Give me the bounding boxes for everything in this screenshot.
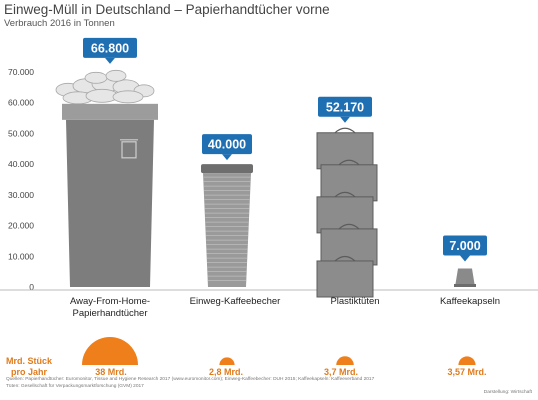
pieces-per-year-label-line2: pro Jahr — [10, 367, 47, 377]
value-badge-box — [443, 235, 487, 256]
bar-coffee-capsules — [454, 268, 476, 287]
bar-paper-towels — [55, 69, 158, 287]
pieces-value-coffee-cups: 2,8 Mrd. — [208, 367, 243, 377]
pieces-per-year-label: Mrd. Stück pro Jahr — [4, 356, 54, 378]
source-line-2: Tüten: Gesellschaft für Verpackungsmarkt… — [6, 383, 144, 389]
pieces-value-plastic-bags: 3,7 Mrd. — [323, 367, 358, 377]
y-tick-label: 50.000 — [8, 128, 34, 138]
plastic-bag — [320, 228, 378, 266]
bar-plastic-bags — [316, 127, 378, 298]
pieces-value-coffee-capsules: 3,57 Mrd. — [447, 367, 487, 377]
y-tick-label: 20.000 — [8, 221, 34, 231]
pieces-semicircle-coffee-capsules — [458, 356, 476, 365]
plastic-bag-handle — [334, 191, 356, 198]
plastic-bag-handle — [338, 159, 360, 166]
plastic-bag — [316, 196, 374, 234]
plastic-bag-handle — [334, 127, 356, 134]
source-note: Quellen: Papierhandtücher: Euromonitor, … — [6, 377, 374, 390]
chart-subtitle: Verbrauch 2016 in Tonnen — [4, 18, 115, 29]
credit-note: Darstellung: Wirtschaft — [483, 390, 532, 395]
category-label-coffee-cups: Einweg-Kaffeebecher — [189, 296, 281, 307]
value-label: 40.000 — [208, 138, 246, 152]
y-tick-label: 30.000 — [8, 190, 34, 200]
value-label: 66.800 — [91, 41, 129, 55]
pieces-semicircle-paper-towels — [82, 337, 138, 365]
paper-towel-piece — [84, 71, 108, 84]
pieces-value-paper-towels: 38 Mrd. — [95, 367, 127, 377]
value-label: 7.000 — [449, 239, 480, 253]
plastic-bag-handle — [338, 223, 360, 230]
chart-title: Einweg-Müll in Deutschland – Papierhandt… — [4, 2, 330, 17]
plastic-bag — [320, 164, 378, 202]
y-tick-label: 60.000 — [8, 98, 34, 108]
value-badge-coffee-cups: 40.000 — [202, 134, 252, 161]
y-tick-label: 0 — [29, 282, 34, 292]
value-badge-pointer — [460, 255, 470, 262]
value-badge-paper-towels: 66.800 — [83, 37, 137, 64]
paper-towel-piece — [105, 69, 127, 82]
value-badge-plastic-bags: 52.170 — [318, 96, 372, 123]
source-line-1: Quellen: Papierhandtücher: Euromonitor, … — [6, 377, 375, 382]
coffee-capsule — [455, 268, 475, 287]
value-badge-pointer — [222, 154, 232, 161]
category-label-plastic-bags: Plastiktüten — [330, 296, 380, 307]
trash-can-body — [66, 119, 154, 287]
y-tick-label: 10.000 — [8, 251, 34, 261]
category-label-coffee-capsules: Kaffeekapseln — [439, 296, 501, 307]
value-badge-box — [202, 134, 252, 155]
coffee-capsule-rim — [454, 284, 476, 287]
value-badge-coffee-capsules: 7.000 — [443, 235, 487, 262]
trash-can-icon — [121, 141, 137, 159]
cup-stack-body — [203, 173, 251, 287]
y-tick-label: 40.000 — [8, 159, 34, 169]
pieces-per-year-label-line1: Mrd. Stück — [5, 356, 52, 366]
cup-lid — [201, 164, 253, 174]
category-label-paper-towels: Away-From-Home-Papierhandtücher — [69, 296, 151, 319]
y-tick-label: 70.000 — [8, 67, 34, 77]
value-badge-pointer — [340, 116, 350, 123]
plastic-bag-handle — [334, 255, 356, 262]
value-badge-box — [318, 96, 372, 117]
plastic-bag — [316, 260, 374, 298]
paper-towel-piece — [112, 90, 144, 104]
pieces-semicircle-plastic-bags — [336, 356, 354, 365]
bar-coffee-cups — [201, 164, 253, 287]
value-label: 52.170 — [326, 100, 364, 114]
plastic-bag — [316, 132, 374, 170]
pieces-semicircle-coffee-cups — [219, 357, 235, 365]
value-badge-box — [83, 37, 137, 58]
trash-can-lid — [62, 103, 158, 120]
value-badge-pointer — [105, 57, 115, 64]
